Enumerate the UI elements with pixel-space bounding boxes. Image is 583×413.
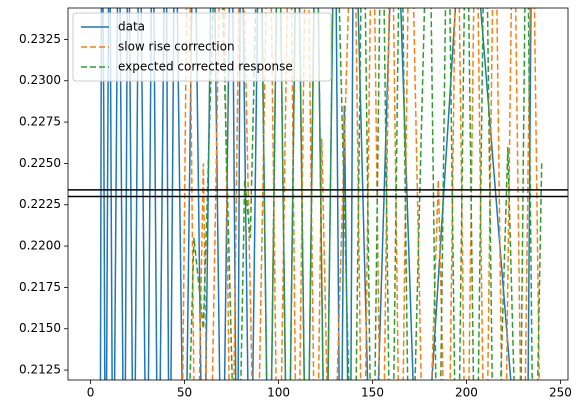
y-tick-label: 0.2325 [19, 32, 61, 46]
y-tick-label: 0.2300 [19, 73, 61, 87]
legend-label: expected corrected response [118, 60, 293, 74]
x-tick-label: 100 [267, 386, 290, 400]
y-tick-label: 0.2225 [19, 197, 61, 211]
y-tick-label: 0.2275 [19, 115, 61, 129]
legend-label: data [118, 20, 145, 34]
y-tick-label: 0.2175 [19, 280, 61, 294]
y-tick-label: 0.2250 [19, 156, 61, 170]
axes-decor: 0 50 100 150 200 250 0.2125 0.2150 0.2175 0.2200 0… [19, 12, 572, 400]
y-tick-label: 0.2150 [19, 321, 61, 335]
axes-frame [67, 7, 569, 381]
series-line [189, 8, 543, 380]
series-line [99, 8, 532, 380]
plot-area [68, 8, 568, 380]
x-tick-label: 150 [361, 386, 384, 400]
x-tick-label: 250 [549, 386, 572, 400]
x-tick-label: 200 [455, 386, 478, 400]
legend-box [72, 12, 332, 82]
x-tick-label: 0 [87, 386, 95, 400]
y-tick-label: 0.2125 [19, 363, 61, 377]
x-tick-label: 50 [177, 386, 192, 400]
legend-label: slow rise correction [118, 40, 235, 54]
y-tick-label: 0.2200 [19, 239, 61, 253]
